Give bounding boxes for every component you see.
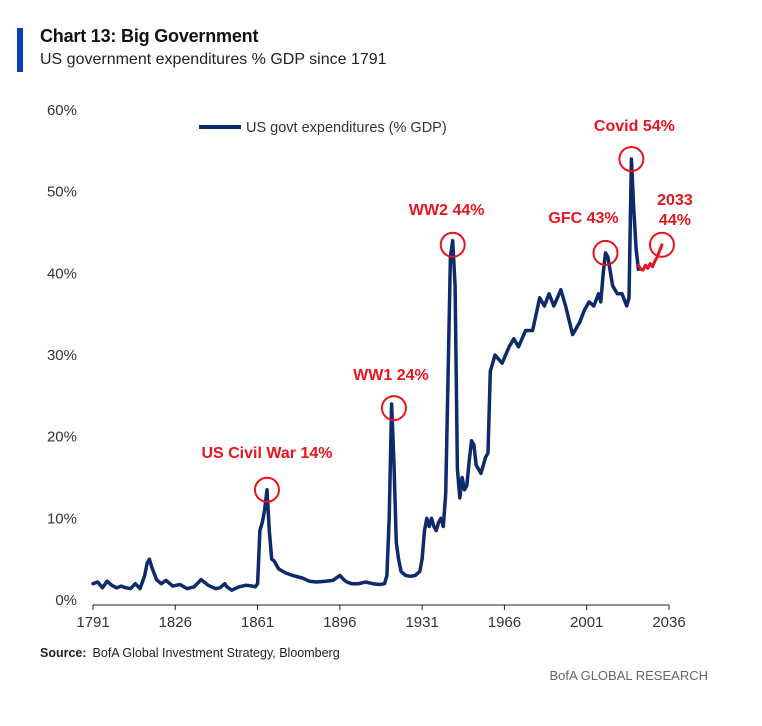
annotation-circle [253,476,280,503]
y-tick-label: 0% [55,592,77,609]
brand-footer: BofA GLOBAL RESEARCH [549,668,708,683]
y-tick-label: 40% [47,265,77,282]
annotation-circle [592,239,619,266]
x-tick-label: 1931 [405,614,438,631]
source-note: Source: BofA Global Investment Strategy, … [40,646,340,660]
y-tick-label: 60% [47,102,77,119]
annotation-label: 44% [659,212,691,229]
annotation-label: WW2 44% [409,202,485,219]
y-tick-label: 10% [47,510,77,527]
x-tick-label: 1791 [76,614,109,631]
annotation-circle [380,395,407,422]
annotation-label: US Civil War 14% [201,445,332,462]
x-tick-label: 1966 [488,614,521,631]
y-tick-label: 50% [47,184,77,201]
legend-label: US govt expenditures (% GDP) [246,120,447,136]
annotation-circle [618,146,645,172]
annotation-label: Covid 54% [594,118,675,135]
series-line-expenditures [91,157,641,592]
y-tick-label: 20% [47,429,77,446]
chart-title: Chart 13: Big Government [40,26,259,46]
y-tick-label: 30% [47,347,77,364]
chart-subtitle: US government expenditures % GDP since 1… [40,51,387,68]
x-tick-label: 1896 [323,614,356,631]
x-tick-label: 2036 [652,614,685,631]
accent-bar [17,28,23,72]
annotation-label: WW1 24% [353,367,429,384]
annotation-circle [439,231,466,258]
series-line-projection [636,243,664,272]
x-tick-label: 2001 [570,614,603,631]
annotation-label: 2033 [657,192,693,209]
source-label: Source: [40,646,87,660]
x-tick-label: 1861 [241,614,274,631]
x-tick-label: 1826 [159,614,192,631]
annotation-circle [648,231,675,258]
source-text: BofA Global Investment Strategy, Bloombe… [92,646,340,660]
annotation-label: GFC 43% [548,210,618,227]
